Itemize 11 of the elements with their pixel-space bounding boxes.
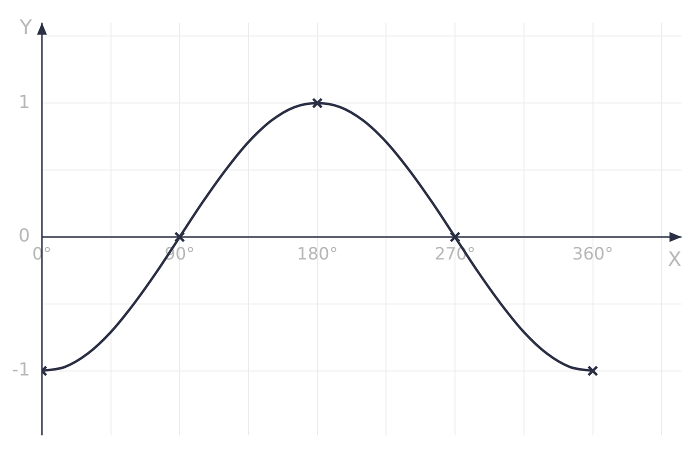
point [312,98,323,109]
y-tick-label: -1 [12,360,30,381]
y-axis-title: Y [18,15,33,40]
x-axis-title: X [668,247,682,272]
x-tick-label: 180° [296,244,338,265]
point [587,365,598,376]
y-tick-label: 1 [18,92,30,113]
y-tick-label: 0 [18,226,30,247]
point [174,232,186,243]
point [450,232,461,243]
x-tick-label: 360° [572,244,614,265]
